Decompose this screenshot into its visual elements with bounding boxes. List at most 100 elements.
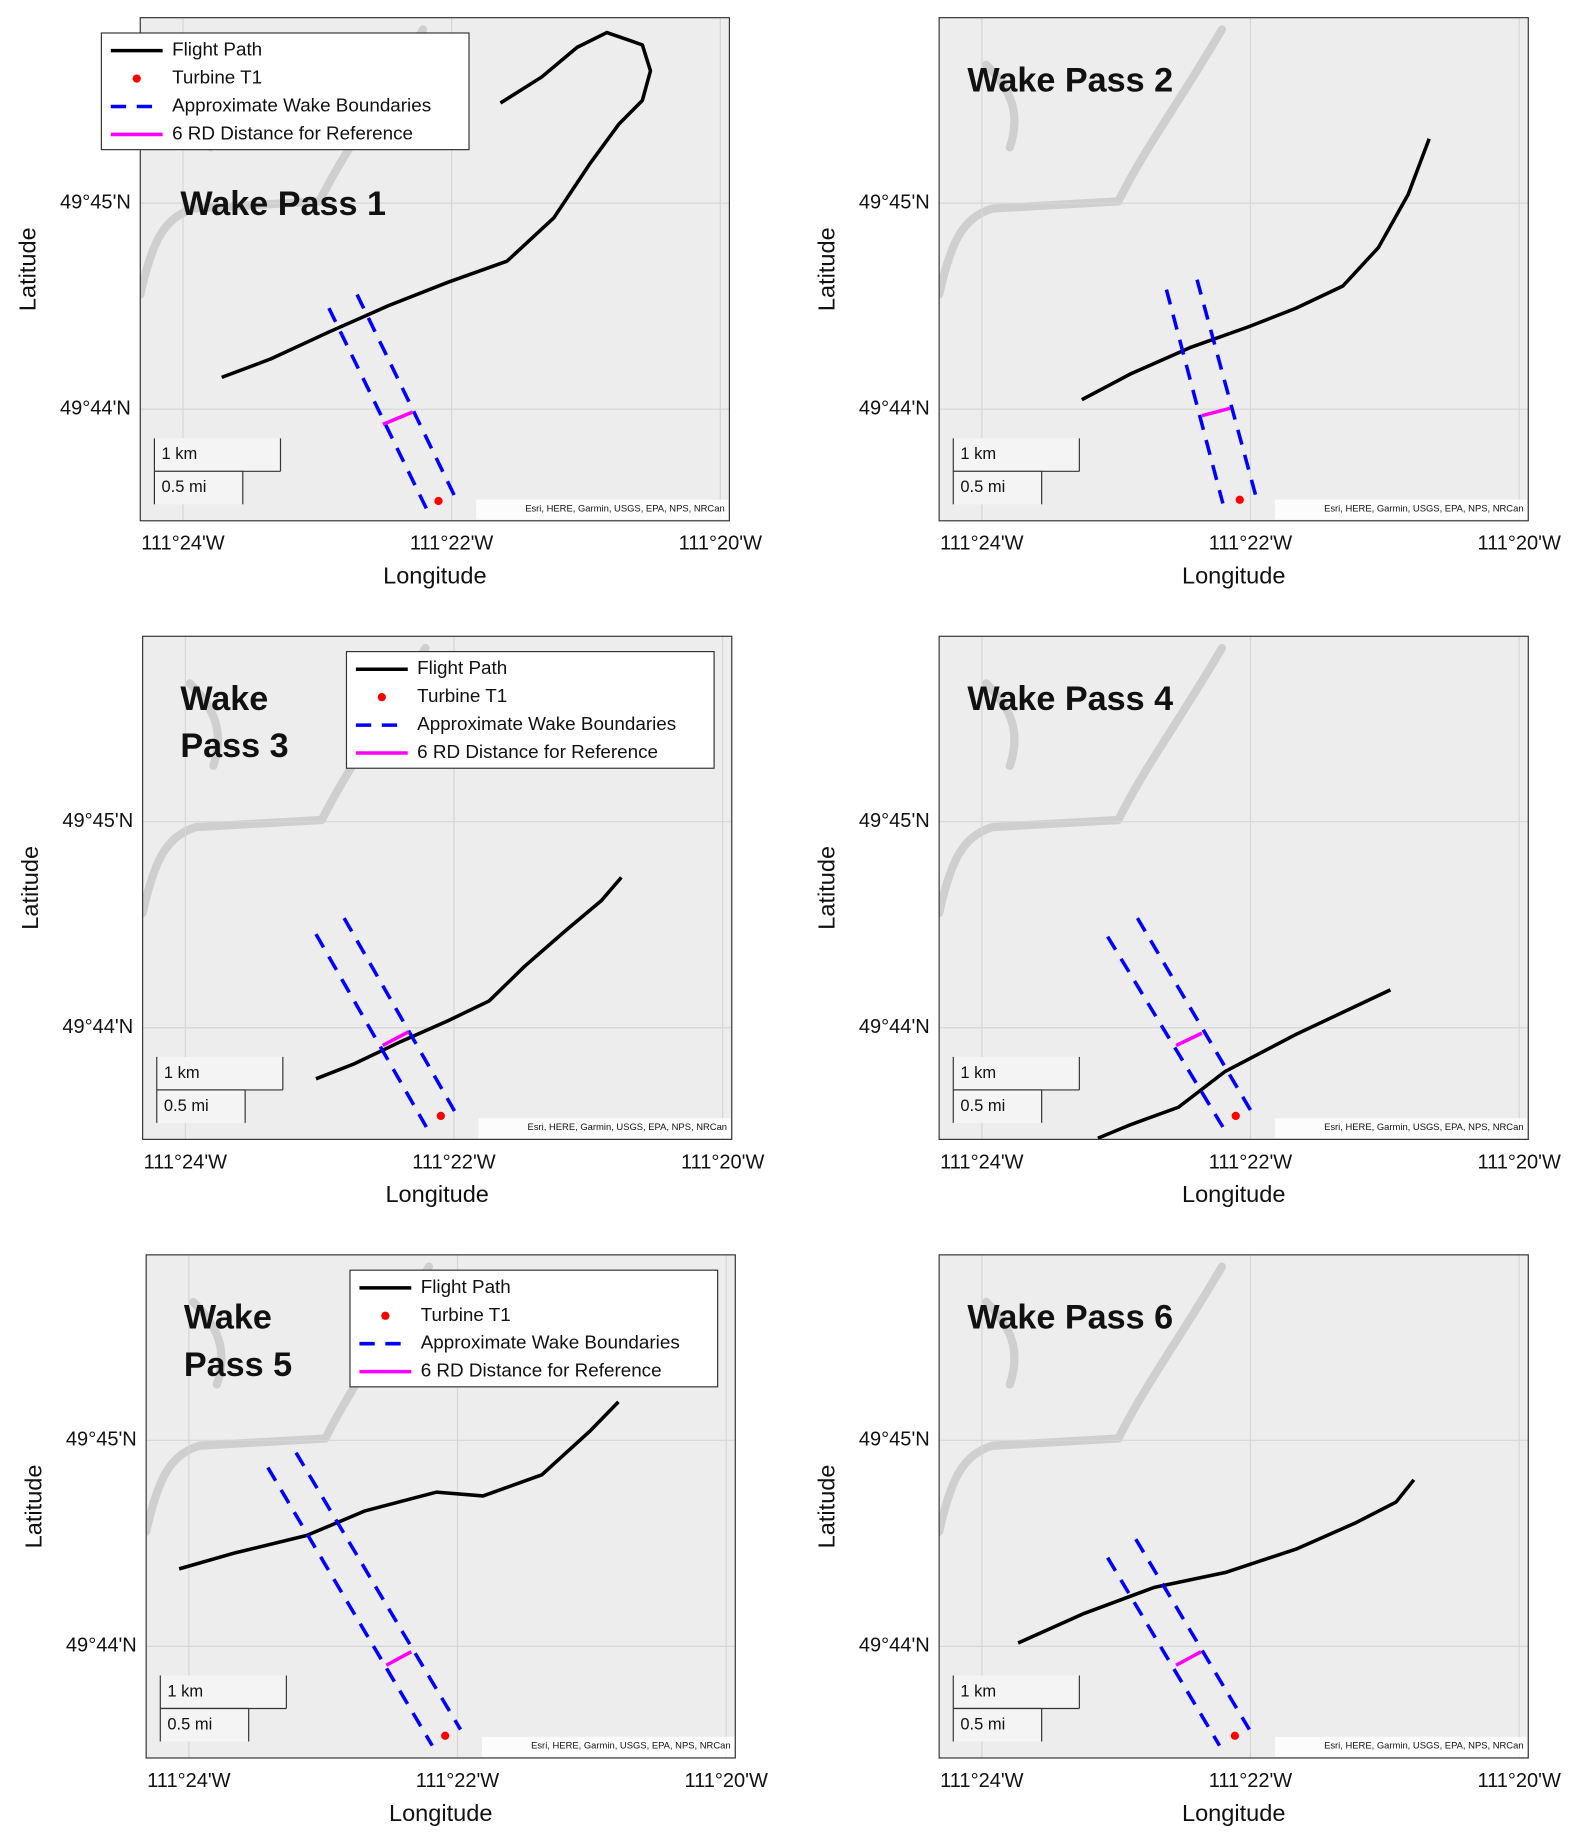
x-tick-label: 111°20'W (1477, 1770, 1561, 1792)
scale-bar-box (156, 1056, 283, 1090)
x-tick-label: 111°20'W (684, 1770, 768, 1792)
x-tick-label: 111°24'W (141, 533, 225, 555)
plot-area (1017, 1478, 1416, 1747)
attribution: Esri, HERE, Garmin, USGS, EPA, NPS, NRCa… (525, 502, 725, 513)
y-tick-label: 49°45'N (62, 810, 133, 832)
plot-frame (145, 1254, 736, 1759)
attribution-bg (476, 499, 729, 520)
legend-label: Approximate Wake Boundaries (417, 713, 676, 734)
x-tick-label: 111°22'W (1209, 1770, 1293, 1792)
wake-boundary (314, 917, 457, 1128)
plot-area (314, 876, 623, 1128)
wake-boundary (266, 1451, 463, 1747)
line (315, 876, 623, 1081)
river (939, 643, 1227, 918)
y-axis-label: Latitude (15, 227, 41, 311)
x-tick-label: 111°22'W (416, 1770, 500, 1792)
line (385, 1650, 413, 1667)
attribution-bg (1274, 1118, 1528, 1139)
scale-bar-box (154, 471, 243, 505)
basemap-features (939, 1262, 1227, 1536)
x-axis-label: Longitude (385, 1181, 488, 1207)
panel: 111°24'W 111°22'W 111°20'W 49°44'N 49°45'N Lo… (814, 1254, 1561, 1826)
panel-title: Wake Pass 4 (967, 680, 1173, 718)
plot-area (221, 30, 653, 510)
y-tick-label: 49°44'N (66, 1635, 137, 1657)
legend-swatch (377, 693, 386, 702)
x-axis-label: Longitude (383, 563, 486, 589)
x-tick-label: 111°20'W (681, 1151, 765, 1173)
legend-label: 6 RD Distance for Reference (417, 741, 658, 762)
scale-bar-box (160, 1708, 249, 1742)
x-tick-label: 111°20'W (1477, 533, 1561, 555)
plot-frame (139, 17, 730, 522)
legend-label: Flight Path (421, 1276, 511, 1297)
scale-bar-box (156, 1089, 246, 1123)
x-tick-label: 111°24'W (940, 533, 1024, 555)
y-tick-label: 49°45'N (66, 1429, 137, 1451)
x-tick-label: 111°24'W (147, 1770, 231, 1792)
x-axis-label: Longitude (1182, 563, 1285, 589)
legend-label: Approximate Wake Boundaries (421, 1332, 680, 1353)
y-tick-label: 49°44'N (859, 397, 930, 419)
river (939, 25, 1227, 299)
panel: 111°24'W 111°22'W 111°20'W 49°44'N 49°45'N Lo… (17, 635, 765, 1207)
attribution: Esri, HERE, Garmin, USGS, EPA, NPS, NRCa… (1324, 1740, 1524, 1751)
y-tick-label: 49°45'N (859, 191, 930, 213)
panel: 111°24'W 111°22'W 111°20'W 49°44'N 49°45'N Lo… (15, 17, 763, 589)
panel-title: Wake Pass 1 (180, 185, 386, 223)
basemap-features (939, 643, 1227, 918)
y-axis-label: Latitude (814, 227, 840, 311)
legend-label: Turbine T1 (421, 1304, 511, 1325)
line (1097, 988, 1392, 1140)
attribution: Esri, HERE, Garmin, USGS, EPA, NPS, NRCa… (531, 1740, 731, 1751)
line (1175, 1650, 1202, 1667)
scale-bar-label: 1 km (960, 1682, 996, 1700)
scale-bar-box (953, 471, 1042, 505)
y-tick-label: 49°44'N (62, 1016, 133, 1038)
attribution-bg (1274, 499, 1528, 520)
legend-label: 6 RD Distance for Reference (172, 122, 413, 143)
scale-bar-label: 0.5 mi (161, 478, 206, 496)
wake-boundary (1164, 279, 1258, 504)
x-axis-label: Longitude (1182, 1181, 1285, 1207)
turbine-marker (434, 496, 443, 506)
scale-bar-box (154, 438, 281, 472)
line (221, 30, 653, 380)
x-tick-label: 111°20'W (1477, 1151, 1561, 1173)
attribution-bg (1274, 1736, 1528, 1757)
line (178, 1400, 620, 1571)
plot-frame (938, 635, 1529, 1140)
panel-title: Wake Pass 3 (180, 680, 288, 765)
turbine-marker (436, 1111, 445, 1121)
scale-bar-label: 1 km (161, 445, 197, 463)
x-axis-label: Longitude (1182, 1800, 1285, 1826)
scale-bar-label: 0.5 mi (960, 478, 1005, 496)
attribution-bg (478, 1118, 731, 1139)
y-tick-label: 49°45'N (60, 191, 131, 213)
panel: 111°24'W 111°22'W 111°20'W 49°44'N 49°45'N Lo… (21, 1254, 768, 1826)
legend-label: Approximate Wake Boundaries (172, 95, 431, 116)
x-tick-label: 111°24'W (940, 1151, 1024, 1173)
attribution: Esri, HERE, Garmin, USGS, EPA, NPS, NRCa… (1324, 1121, 1524, 1132)
x-tick-label: 111°24'W (144, 1151, 228, 1173)
plot-frame (142, 635, 733, 1140)
scale-bar-box (953, 438, 1080, 472)
scale-bar-label: 1 km (960, 1064, 996, 1082)
plot-frame (938, 1254, 1529, 1759)
attribution: Esri, HERE, Garmin, USGS, EPA, NPS, NRCa… (528, 1121, 728, 1132)
y-axis-label: Latitude (814, 846, 840, 930)
x-tick-label: 111°22'W (1209, 1151, 1293, 1173)
x-tick-label: 111°20'W (679, 533, 763, 555)
basemap (939, 636, 1529, 1140)
legend-label: Turbine T1 (417, 685, 507, 706)
y-tick-label: 49°44'N (859, 1635, 930, 1657)
basemap (939, 1254, 1529, 1758)
y-axis-label: Latitude (17, 846, 43, 930)
line (1175, 1031, 1203, 1048)
turbine-marker (1230, 1731, 1240, 1740)
panel-title: Wake Pass 2 (967, 62, 1173, 100)
y-tick-label: 49°44'N (60, 397, 131, 419)
